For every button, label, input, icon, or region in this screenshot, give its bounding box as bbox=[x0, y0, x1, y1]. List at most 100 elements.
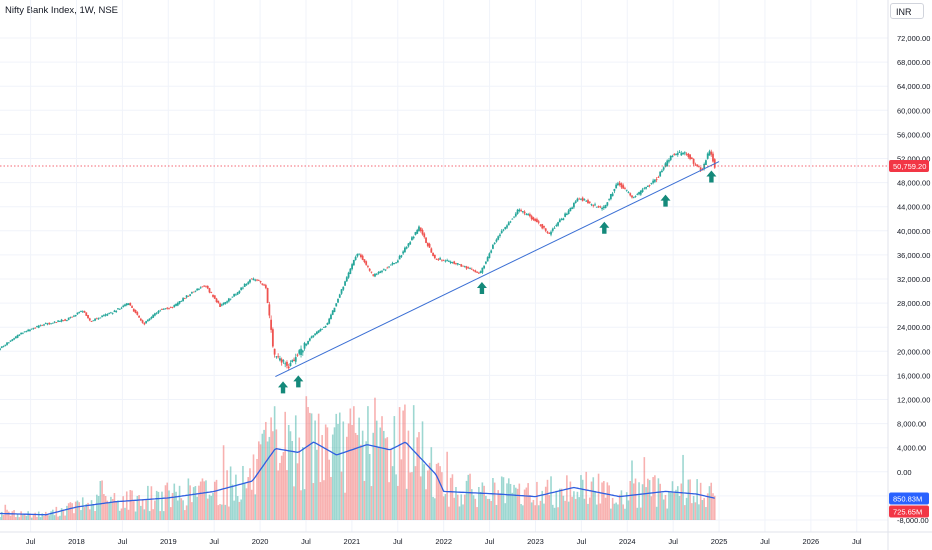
candle-body bbox=[580, 198, 582, 200]
candle-body bbox=[636, 194, 639, 196]
candle-body bbox=[51, 322, 54, 324]
candle-body bbox=[284, 363, 287, 365]
volume-bar bbox=[386, 437, 389, 520]
volume-bar bbox=[6, 509, 8, 520]
candle-body bbox=[18, 334, 21, 336]
volume-bar bbox=[553, 507, 556, 520]
volume-bar bbox=[555, 490, 558, 520]
candle-body bbox=[243, 283, 246, 287]
volume-bar bbox=[87, 502, 89, 520]
price-axis[interactable]: 72,000.00 68,000.00 64,000.00 60,000.00 56,0… bbox=[887, 0, 930, 550]
candle-body bbox=[712, 153, 714, 162]
volume-bar bbox=[548, 495, 551, 520]
candle-body bbox=[141, 320, 144, 323]
volume-bar bbox=[368, 453, 371, 520]
volume-bar bbox=[384, 438, 387, 520]
candle-body bbox=[646, 185, 649, 187]
candle-body bbox=[571, 207, 574, 209]
volume-bar bbox=[338, 412, 341, 520]
candle-body bbox=[333, 307, 336, 312]
volume-bar bbox=[131, 490, 133, 520]
candle-body bbox=[583, 199, 586, 201]
volume-bar bbox=[698, 504, 700, 520]
volume-bar bbox=[685, 497, 688, 520]
volume-bar bbox=[59, 515, 61, 520]
candle-body bbox=[477, 272, 480, 274]
volume-bar bbox=[632, 483, 635, 520]
candle-body bbox=[104, 314, 107, 316]
volume-bar bbox=[668, 491, 670, 520]
volume-bar bbox=[434, 498, 436, 520]
candle-body bbox=[396, 260, 399, 263]
candle-body bbox=[74, 315, 77, 317]
volume-bar bbox=[509, 483, 512, 520]
candle-body bbox=[215, 298, 218, 302]
volume-bar bbox=[650, 496, 653, 520]
volume-bar bbox=[301, 447, 304, 520]
candle-body bbox=[173, 305, 176, 308]
candle-body bbox=[310, 336, 313, 339]
candle-body bbox=[368, 268, 371, 271]
price-tick-label: 64,000.00 bbox=[897, 82, 930, 91]
trendline[interactable] bbox=[275, 161, 720, 378]
volume-bar bbox=[22, 514, 24, 520]
volume-bar bbox=[309, 412, 311, 520]
volume-bar bbox=[638, 482, 640, 520]
volume-ma-badge-bg bbox=[889, 492, 929, 505]
volume-bar bbox=[673, 492, 676, 520]
volume-bar bbox=[529, 495, 531, 520]
time-tick-label: 2018 bbox=[68, 537, 85, 546]
volume-bar bbox=[516, 488, 519, 520]
candle-body bbox=[11, 339, 14, 341]
axis-badges: 50,759.20 850.83M 725.65M bbox=[889, 159, 929, 518]
candle-body bbox=[99, 317, 102, 319]
candle-body bbox=[150, 317, 153, 319]
candle-body bbox=[581, 197, 584, 201]
candle-body bbox=[534, 218, 537, 222]
candle-body bbox=[708, 151, 711, 156]
candle-body bbox=[449, 261, 452, 264]
candle-body bbox=[363, 259, 366, 263]
currency-button[interactable]: INR bbox=[890, 3, 924, 19]
candle-body bbox=[298, 350, 301, 354]
volume-bar bbox=[277, 470, 279, 520]
candle-body bbox=[102, 315, 105, 317]
candle-body bbox=[203, 285, 206, 287]
candle-body bbox=[113, 310, 116, 312]
volume-bar bbox=[4, 504, 7, 520]
candle-body bbox=[166, 307, 169, 309]
candle-body bbox=[268, 304, 271, 316]
candle-body bbox=[694, 164, 697, 166]
volume-bar bbox=[129, 490, 132, 520]
volume-bar bbox=[479, 491, 482, 520]
time-axis[interactable]: Jul 2018 Jul 2019 Jul 2020 Jul 2021 Jul 2022 Jul 20… bbox=[0, 531, 932, 546]
volume-bar bbox=[189, 485, 191, 520]
volume-bar bbox=[684, 505, 686, 520]
volume-bar bbox=[430, 447, 433, 520]
candle-body bbox=[9, 340, 12, 342]
volume-bar bbox=[106, 500, 109, 520]
volume-bar bbox=[356, 435, 359, 520]
volume-bar bbox=[493, 482, 496, 520]
volume-bar bbox=[291, 440, 294, 520]
candle-body bbox=[587, 200, 589, 204]
candle-body bbox=[381, 270, 383, 272]
candle-body bbox=[326, 322, 329, 325]
price-tick-label: 16,000.00 bbox=[897, 371, 930, 380]
candle-body bbox=[303, 342, 306, 349]
candle-body bbox=[14, 336, 17, 339]
volume-bar bbox=[342, 421, 345, 520]
support-arrow-icon bbox=[706, 170, 717, 183]
volume-bar bbox=[210, 495, 213, 520]
candle-body bbox=[484, 261, 487, 264]
volume-bar bbox=[662, 499, 665, 520]
time-tick-label: 2022 bbox=[435, 537, 452, 546]
candle-body bbox=[432, 252, 434, 256]
candle-body bbox=[162, 309, 165, 310]
volume-bar bbox=[191, 502, 193, 520]
volume-bar bbox=[247, 477, 250, 520]
volume-bar bbox=[608, 485, 610, 520]
candle-body bbox=[588, 201, 591, 203]
volume-bar bbox=[360, 444, 362, 520]
